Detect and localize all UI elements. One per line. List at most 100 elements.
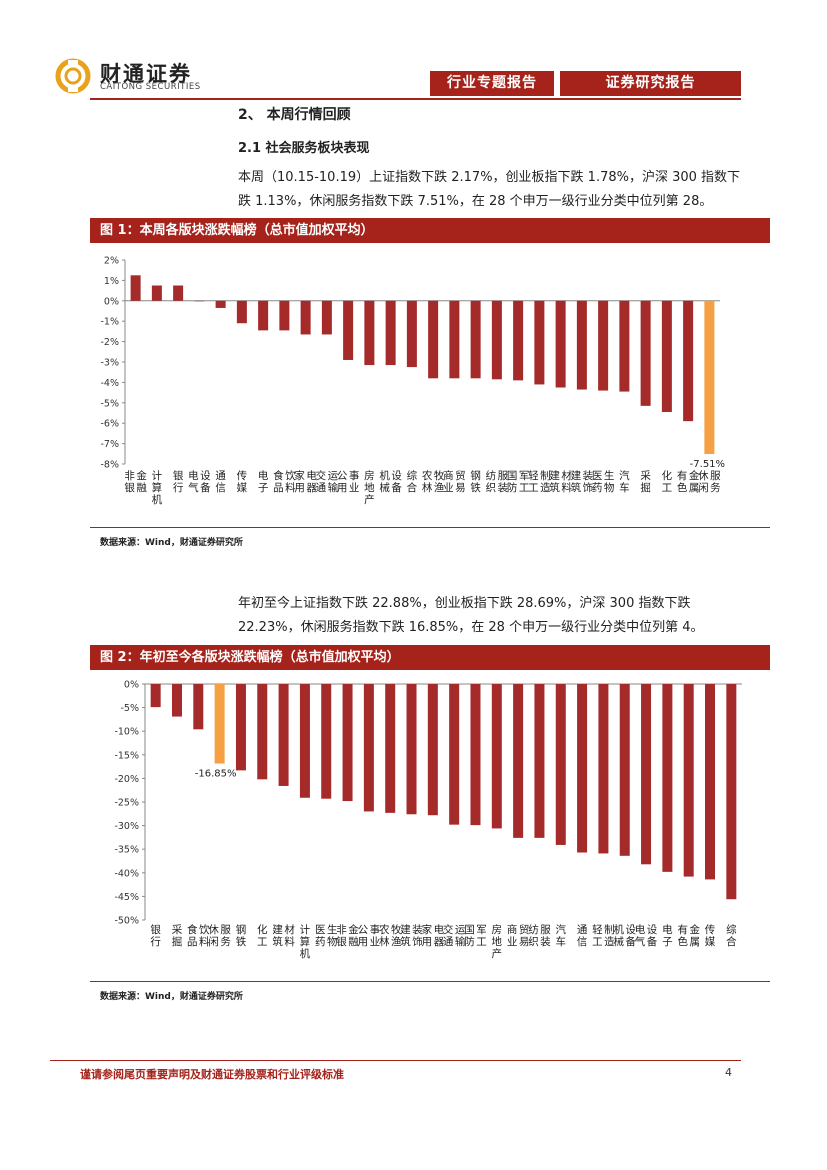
subsection-title: 2.1 社会服务板块表现 bbox=[238, 141, 370, 156]
figure1-bottom-rule bbox=[90, 527, 770, 528]
bar-计算机 bbox=[151, 285, 162, 301]
caitong-logo-icon bbox=[55, 58, 91, 94]
x-tick-label: 建筑材料 bbox=[272, 923, 295, 948]
bar-公用事业 bbox=[363, 684, 374, 812]
x-tick-label: 计算机 bbox=[152, 469, 163, 506]
x-tick-label: 综合 bbox=[726, 923, 737, 948]
bar-有色金属 bbox=[683, 300, 694, 422]
bar-建筑装饰 bbox=[406, 684, 417, 815]
bar-非银金融 bbox=[342, 684, 353, 802]
bar-电气设备 bbox=[641, 684, 652, 865]
bar-电子 bbox=[662, 684, 673, 872]
y-tick-label: 2% bbox=[104, 256, 119, 267]
bar-非银金融 bbox=[130, 275, 141, 301]
bar-食品饮料 bbox=[193, 684, 204, 730]
x-tick-label: 钢铁 bbox=[470, 469, 481, 494]
x-tick-label: 化工 bbox=[257, 923, 268, 948]
bar-纺织服装 bbox=[491, 300, 502, 380]
x-tick-label: 采掘 bbox=[172, 924, 183, 948]
y-tick-label: 1% bbox=[104, 276, 119, 287]
bar-家用电器 bbox=[427, 684, 438, 816]
x-tick-label: 商业贸易 bbox=[507, 923, 530, 948]
bar-房地产 bbox=[364, 300, 375, 366]
bar-机械设备 bbox=[385, 300, 396, 366]
bar-通信 bbox=[577, 684, 588, 853]
bar-汽车 bbox=[619, 300, 630, 392]
y-tick-label: 0% bbox=[124, 680, 139, 691]
bar-休闲服务 bbox=[214, 684, 225, 764]
x-tick-label: 纺织服装 bbox=[486, 469, 509, 494]
x-tick-label: 电子 bbox=[662, 923, 673, 948]
page-number: 4 bbox=[725, 1066, 732, 1079]
bar-国防军工 bbox=[470, 684, 481, 826]
x-tick-label: 房地产 bbox=[364, 469, 375, 506]
figure2-title: 图 2：年初至今各版块涨跌幅榜（总市值加权平均） bbox=[90, 645, 770, 670]
weekly-summary-paragraph: 本周（10.15-10.19）上证指数下跌 2.17%，创业板指下跌 1.78%… bbox=[238, 170, 741, 209]
x-tick-label: 建筑装饰 bbox=[400, 923, 423, 948]
x-tick-label: 食品饮料 bbox=[273, 469, 296, 494]
brand-name-cn: 财通证券 bbox=[100, 62, 192, 86]
x-tick-label: 休闲服务 bbox=[698, 470, 721, 494]
bar-轻工制造 bbox=[598, 684, 609, 854]
figure2-bottom-rule bbox=[90, 981, 770, 982]
y-tick-label: -2% bbox=[101, 337, 120, 348]
bar-交通运输 bbox=[449, 684, 460, 825]
x-tick-label: 建筑装饰 bbox=[571, 469, 594, 494]
x-tick-label: 交通运输 bbox=[316, 469, 339, 494]
x-tick-label: 纺织服装 bbox=[528, 923, 551, 948]
bar-轻工制造 bbox=[534, 300, 545, 385]
x-tick-label: 有色金属 bbox=[677, 469, 700, 494]
y-tick-label: 0% bbox=[104, 296, 119, 307]
bar-交通运输 bbox=[321, 300, 332, 335]
highlight-annotation: -7.51% bbox=[690, 459, 725, 470]
weekly-sector-bar-chart: 2%1%0%-1%-2%-3%-4%-5%-6%-7%-8%非银金融计算机银行电… bbox=[101, 256, 726, 507]
x-tick-label: 采掘 bbox=[640, 470, 651, 494]
bar-银行 bbox=[173, 285, 184, 301]
bar-医药生物 bbox=[321, 684, 332, 799]
x-tick-label: 有色金属 bbox=[677, 923, 700, 948]
bar-采掘 bbox=[640, 300, 651, 406]
bar-农林牧渔 bbox=[385, 684, 396, 813]
bar-汽车 bbox=[555, 684, 566, 845]
y-tick-label: -1% bbox=[101, 317, 120, 328]
bar-采掘 bbox=[171, 684, 182, 717]
bar-商业贸易 bbox=[449, 300, 460, 379]
x-tick-label: 通信 bbox=[577, 924, 588, 948]
y-tick-label: -5% bbox=[121, 703, 140, 714]
y-tick-label: -5% bbox=[101, 398, 120, 409]
x-tick-label: 国防军工 bbox=[507, 470, 530, 494]
x-tick-label: 传媒 bbox=[237, 470, 248, 494]
report-category-tag: 证券研究报告 bbox=[560, 71, 741, 96]
bar-家用电器 bbox=[300, 300, 311, 335]
bar-食品饮料 bbox=[279, 300, 290, 331]
x-tick-label: 公用事业 bbox=[337, 469, 360, 494]
bar-综合 bbox=[726, 684, 737, 900]
y-tick-label: -50% bbox=[114, 916, 139, 927]
x-tick-label: 医药生物 bbox=[315, 923, 338, 948]
x-tick-label: 商业贸易 bbox=[443, 469, 466, 494]
x-tick-label: 机械设备 bbox=[613, 923, 636, 948]
header-divider bbox=[90, 98, 741, 100]
x-tick-label: 传媒 bbox=[705, 924, 716, 948]
x-tick-label: 化工 bbox=[662, 469, 673, 494]
bar-计算机 bbox=[299, 684, 310, 798]
y-tick-label: -20% bbox=[114, 774, 139, 785]
figure1-source: 数据来源：Wind，财通证券研究所 bbox=[100, 538, 243, 548]
y-tick-label: -15% bbox=[114, 750, 139, 761]
x-tick-label: 房地产 bbox=[492, 923, 503, 960]
bar-有色金属 bbox=[683, 684, 694, 877]
bar-传媒 bbox=[236, 300, 247, 324]
x-tick-label: 非银金融 bbox=[336, 923, 359, 948]
bar-化工 bbox=[661, 300, 672, 412]
bar-农林牧渔 bbox=[428, 300, 439, 379]
x-tick-label: 通信 bbox=[215, 470, 226, 494]
y-tick-label: -35% bbox=[114, 845, 139, 856]
x-tick-label: 医药生物 bbox=[592, 469, 615, 494]
x-tick-label: 休闲服务 bbox=[208, 924, 231, 948]
y-tick-label: -3% bbox=[101, 358, 120, 369]
x-tick-label: 银行 bbox=[150, 923, 161, 948]
bar-商业贸易 bbox=[513, 684, 524, 838]
y-tick-label: -45% bbox=[114, 892, 139, 903]
bar-国防军工 bbox=[513, 300, 524, 381]
y-tick-label: -25% bbox=[114, 798, 139, 809]
